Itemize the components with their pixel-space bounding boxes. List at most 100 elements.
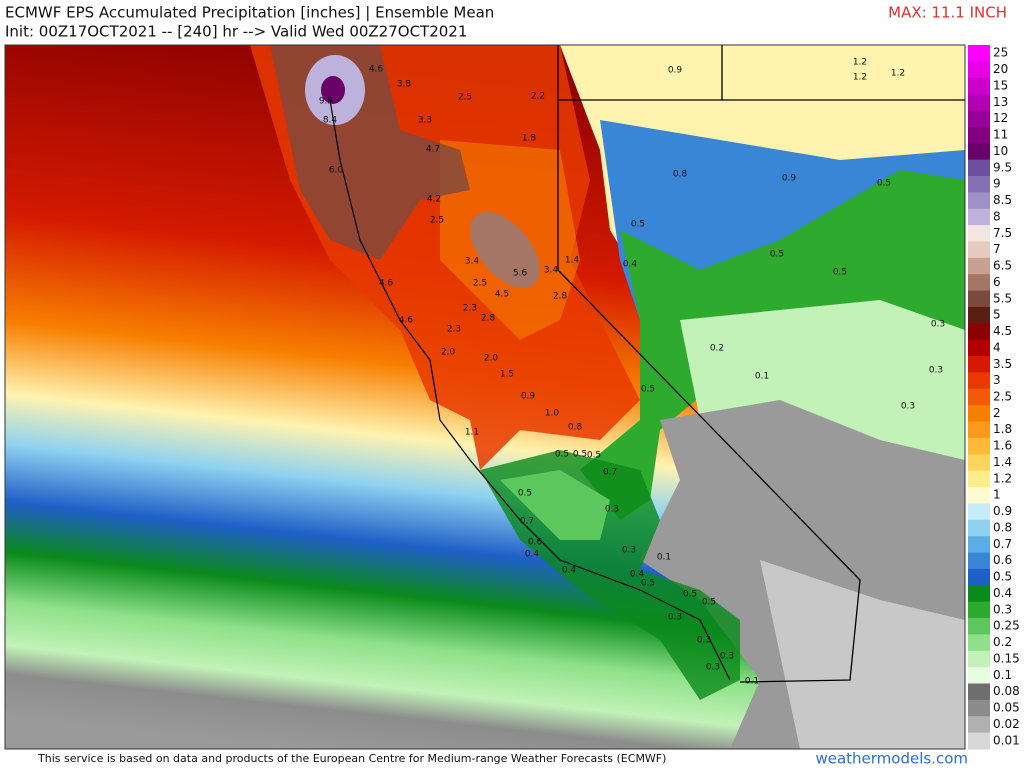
map-value-label: 0.1	[755, 372, 769, 382]
map-value-label: 3.8	[397, 80, 412, 90]
colorbar-swatch	[968, 667, 990, 685]
colorbar-swatch	[968, 487, 990, 504]
colorbar-label: 7.5	[993, 226, 1012, 240]
colorbar-swatch	[968, 323, 990, 341]
colorbar-swatch	[968, 126, 990, 144]
colorbar-swatch	[968, 192, 990, 210]
map-value-label: 3.4	[465, 257, 480, 267]
map	[4, 44, 966, 750]
colorbar-label: 0.6	[993, 553, 1012, 567]
site[interactable]: weathermodels.com	[815, 750, 968, 768]
colorbar-swatch	[968, 290, 990, 308]
colorbar-label: 1.2	[993, 471, 1012, 485]
colorbar-swatch	[968, 601, 990, 619]
map-value-label: 2.5	[430, 216, 444, 226]
colorbar-label: 0.02	[993, 717, 1020, 731]
map-value-label: 0.4	[630, 570, 645, 580]
colorbar-swatch	[968, 110, 990, 128]
title: ECMWF EPS Accumulated Precipitation [inc…	[5, 4, 494, 22]
colorbar-label: 0.01	[993, 733, 1020, 747]
map-value-label: 0.3	[706, 663, 720, 673]
map-value-label: 0.1	[745, 677, 759, 687]
colorbar-swatch	[968, 159, 990, 177]
colorbar-label: 11	[993, 128, 1008, 142]
colorbar-label: 4	[993, 340, 1001, 354]
colorbar-label: 9.5	[993, 160, 1012, 174]
map-value-label: 0.9	[668, 66, 683, 76]
colorbar-swatch	[968, 405, 990, 423]
map-value-label: 5.6	[513, 269, 528, 279]
colorbar: 252015131211109.598.587.576.565.554.543.…	[968, 45, 1020, 750]
colorbar-label: 0.08	[993, 684, 1020, 698]
colorbar-swatch	[968, 437, 990, 455]
map-value-label: 2.0	[441, 348, 456, 358]
colorbar-label: 4.5	[993, 324, 1012, 338]
map-value-label: 0.5	[702, 598, 716, 608]
map-value-label: 0.4	[525, 550, 540, 560]
map-value-label: 0.5	[555, 450, 569, 460]
map-value-label: 0.5	[641, 385, 655, 395]
colorbar-swatch	[968, 519, 990, 537]
colorbar-label: 8	[993, 209, 1001, 223]
colorbar-label: 15	[993, 78, 1008, 92]
colorbar-label: 1.6	[993, 439, 1012, 453]
colorbar-label: 0.25	[993, 619, 1020, 633]
colorbar-label: 2.5	[993, 390, 1012, 404]
map-value-label: 8.4	[323, 116, 338, 126]
colorbar-label: 9	[993, 177, 1001, 191]
colorbar-label: 1	[993, 488, 1001, 502]
map-value-label: 0.2	[710, 344, 724, 354]
colorbar-swatch	[968, 716, 990, 734]
map-value-label: 4.5	[495, 290, 509, 300]
colorbar-label: 20	[993, 62, 1008, 76]
colorbar-swatch	[968, 618, 990, 635]
colorbar-swatch	[968, 372, 990, 390]
map-value-label: 1.5	[500, 370, 514, 380]
colorbar-swatch	[968, 683, 990, 701]
colorbar-label: 5.5	[993, 291, 1012, 305]
colorbar-swatch	[968, 77, 990, 95]
map-value-label: 0.5	[573, 450, 587, 460]
colorbar-swatch	[968, 650, 990, 668]
colorbar-swatch	[968, 421, 990, 439]
map-value-label: 2.8	[553, 292, 568, 302]
map-value-label: 0.8	[673, 170, 688, 180]
colorbar-label: 3.5	[993, 357, 1012, 371]
colorbar-label: 1.4	[993, 455, 1012, 469]
map-value-label: 0.5	[770, 250, 784, 260]
map-value-label: 0.5	[833, 268, 847, 278]
colorbar-label: 0.15	[993, 651, 1020, 665]
map-value-label: 2.2	[531, 92, 545, 102]
colorbar-label: 0.5	[993, 570, 1012, 584]
map-value-label: 1.2	[853, 58, 867, 68]
map-value-label: 6.0	[329, 166, 344, 176]
map-value-label: 0.3	[622, 546, 636, 556]
colorbar-label: 1.8	[993, 422, 1012, 436]
map-value-label: 1.0	[545, 409, 560, 419]
map-value-label: 0.3	[605, 505, 619, 515]
colorbar-label: 5	[993, 308, 1001, 322]
map-value-label: 4.7	[426, 145, 440, 155]
colorbar-swatch	[968, 454, 990, 472]
map-value-label: 0.5	[631, 220, 645, 230]
colorbar-label: 2	[993, 406, 1001, 420]
map-value-label: 0.1	[657, 553, 671, 563]
colorbar-label: 0.3	[993, 602, 1012, 616]
map-value-label: 0.5	[641, 579, 655, 589]
max-label: MAX: 11.1 INCH	[888, 4, 1007, 22]
map-value-label: 0.5	[587, 451, 601, 461]
colorbar-label: 13	[993, 95, 1008, 109]
map-value-label: 0.6	[528, 538, 543, 548]
map-value-label: 0.3	[697, 636, 711, 646]
map-value-label: 2.3	[463, 304, 477, 314]
colorbar-label: 0.05	[993, 701, 1020, 715]
map-value-label: 0.7	[603, 468, 617, 478]
colorbar-label: 0.2	[993, 635, 1012, 649]
credit: This service is based on data and produc…	[37, 752, 666, 765]
colorbar-swatch	[968, 356, 990, 373]
colorbar-swatch	[968, 339, 990, 357]
colorbar-swatch	[968, 634, 990, 652]
map-value-label: 0.3	[929, 366, 943, 376]
colorbar-label: 0.1	[993, 668, 1012, 682]
colorbar-swatch	[968, 732, 990, 750]
